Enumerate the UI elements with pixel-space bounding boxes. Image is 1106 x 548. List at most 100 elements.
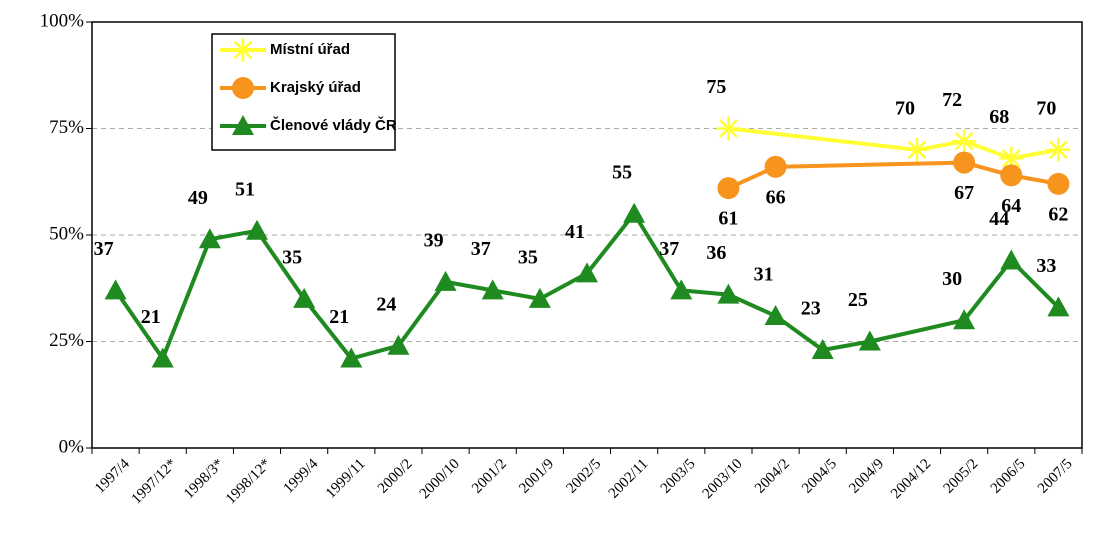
data-label: 35 <box>282 246 302 268</box>
plot-frame <box>91 21 1083 449</box>
marker <box>811 339 834 360</box>
series: 61 66 67 64 62 <box>717 151 1070 230</box>
data-label: 21 <box>329 306 349 328</box>
marker <box>232 77 254 99</box>
marker <box>151 347 174 368</box>
series-line <box>113 210 1060 363</box>
marker <box>717 177 740 200</box>
legend-item: Místní úřad <box>220 38 350 62</box>
marker <box>340 347 363 368</box>
data-label: 37 <box>94 238 114 260</box>
marker <box>764 304 787 325</box>
data-label: 55 <box>612 161 632 183</box>
x-tick-label: 2002/5 <box>563 456 604 497</box>
data-label: 64 <box>1001 195 1021 217</box>
x-tick-label: 2003/5 <box>658 456 699 497</box>
data-label: 62 <box>1048 203 1068 225</box>
marker <box>1000 249 1023 270</box>
marker <box>246 219 268 240</box>
x-tick-label: 1999/4 <box>281 456 322 497</box>
x-tick-label: 1998/3* <box>181 456 227 502</box>
marker <box>528 287 551 308</box>
marker <box>953 151 976 174</box>
x-tick-label: 2006/5 <box>988 456 1029 497</box>
data-label: 35 <box>518 246 538 268</box>
data-label: 37 <box>471 238 491 260</box>
data-label: 30 <box>942 268 962 290</box>
series: 37 21 49 51 35 21 24 39 37 35 41 55 37 36 31 23 25 30 44 33 <box>94 161 1070 368</box>
marker <box>576 262 598 283</box>
legend-label: Krajský úřad <box>270 79 361 96</box>
data-label: 44 <box>989 208 1009 230</box>
data-label: 23 <box>801 298 821 320</box>
data-label: 51 <box>235 178 255 200</box>
data-label: 66 <box>766 186 786 208</box>
y-tick-label: 25% <box>49 330 84 351</box>
marker <box>293 287 316 308</box>
marker <box>716 116 741 141</box>
data-label: 24 <box>376 293 396 315</box>
data-label: 70 <box>1036 97 1056 119</box>
marker <box>670 279 693 300</box>
data-label: 67 <box>954 182 974 204</box>
x-tick-label: 2004/5 <box>799 456 840 497</box>
x-tick-label: 2001/2 <box>469 456 510 497</box>
x-tick-label: 1997/4 <box>92 456 133 497</box>
x-tick-label: 2003/10 <box>700 456 746 502</box>
marker <box>434 270 457 291</box>
data-label: 75 <box>706 76 726 98</box>
data-label: 25 <box>848 289 868 311</box>
data-label: 33 <box>1036 255 1056 277</box>
x-tick-label: 1999/11 <box>323 456 369 502</box>
marker <box>953 309 976 330</box>
legend-item: Členové vlády ČR <box>220 115 397 135</box>
marker <box>104 279 127 300</box>
x-tick-label: 2004/2 <box>752 456 793 497</box>
data-label: 41 <box>565 221 585 243</box>
x-tick-label: 1997/12* <box>129 456 180 507</box>
data-label: 21 <box>141 306 161 328</box>
x-tick-label: 2004/9 <box>846 456 887 497</box>
data-label: 68 <box>989 106 1009 128</box>
marker <box>858 330 881 351</box>
x-tick-label: 2000/2 <box>375 456 416 497</box>
data-label: 36 <box>706 242 726 264</box>
x-tick-label: 2000/10 <box>417 456 463 502</box>
x-tick-label: 2005/2 <box>941 456 982 497</box>
marker <box>717 283 740 304</box>
x-tick-label: 2007/5 <box>1035 456 1076 497</box>
x-tick-label: 2001/9 <box>516 456 557 497</box>
x-tick-label: 1998/12* <box>223 456 274 507</box>
data-label: 49 <box>188 187 208 209</box>
marker <box>232 115 254 135</box>
data-label: 37 <box>659 238 679 260</box>
x-tick-label: 2002/11 <box>606 456 652 502</box>
marker <box>198 228 221 249</box>
series-line <box>728 126 1059 161</box>
marker <box>387 334 410 355</box>
marker <box>623 202 646 223</box>
marker <box>1000 164 1023 187</box>
data-label: 39 <box>424 229 444 251</box>
marker <box>1047 172 1070 195</box>
marker <box>764 155 787 178</box>
marker <box>905 137 929 162</box>
marker <box>481 279 504 300</box>
data-label: 31 <box>754 264 774 286</box>
marker <box>1046 137 1071 162</box>
y-tick-label: 50% <box>49 223 84 244</box>
marker <box>952 129 977 154</box>
series: 75 70 72 68 70 <box>706 76 1071 171</box>
data-label: 61 <box>718 208 738 230</box>
marker <box>1047 296 1070 317</box>
legend-item: Krajský úřad <box>220 77 361 99</box>
marker <box>231 38 255 62</box>
marker <box>999 146 1024 171</box>
data-label: 70 <box>895 97 915 119</box>
y-tick-label: 100% <box>40 10 85 31</box>
data-label: 72 <box>942 89 962 111</box>
y-tick-label: 0% <box>59 436 85 457</box>
legend-label: Členové vlády ČR <box>270 116 397 134</box>
y-tick-label: 75% <box>49 117 84 138</box>
